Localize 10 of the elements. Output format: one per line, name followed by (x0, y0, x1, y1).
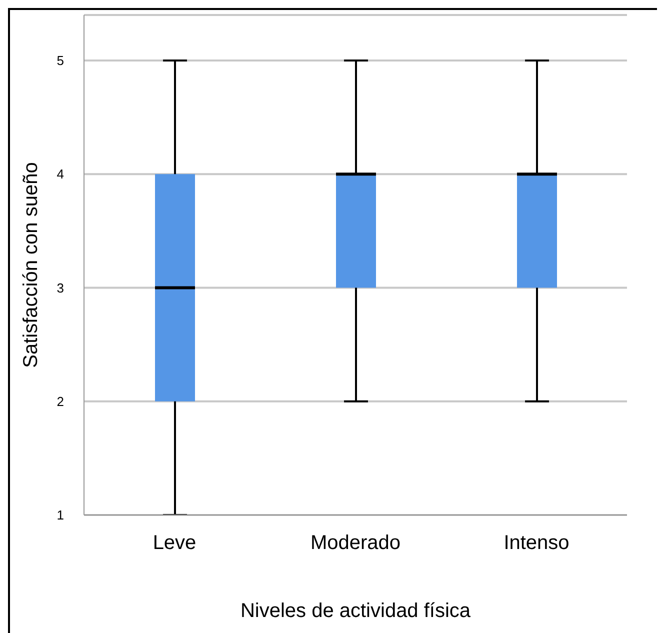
x-axis-title: Niveles de actividad física (240, 600, 472, 622)
x-tick-label: Intenso (504, 532, 570, 554)
y-tick-label: 4 (56, 166, 64, 182)
y-tick-label: 5 (56, 53, 64, 68)
x-tick-label: Moderado (310, 532, 401, 554)
y-tick-label: 2 (56, 394, 64, 409)
y-axis-title: Satisfacción con sueño (20, 162, 42, 368)
y-tick-label: 1 (56, 508, 64, 523)
y-tick-label: 3 (56, 280, 64, 296)
x-tick-label: Leve (152, 532, 196, 554)
